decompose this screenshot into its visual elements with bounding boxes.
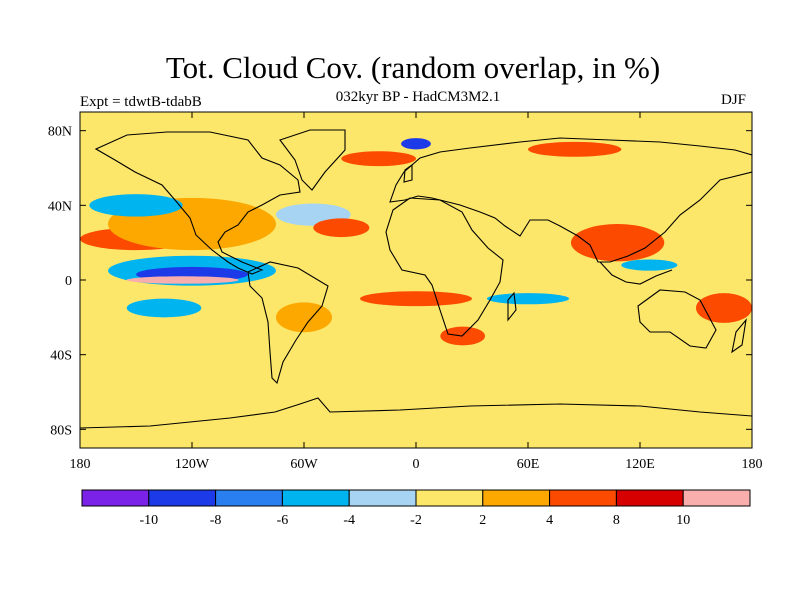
anomaly-region-14 [696, 293, 752, 323]
colorbar-swatch-5 [415, 489, 484, 507]
y-tick-label-0: 80N [48, 125, 72, 140]
australia-coastline [637, 289, 717, 349]
anomaly-region-11 [486, 293, 570, 305]
y-tick-label-2: 0 [65, 274, 72, 289]
colorbar-label-2: -6 [277, 513, 289, 528]
anomaly-region-2 [89, 194, 183, 217]
anomaly-region-13 [621, 259, 678, 271]
x-tick-label-0: 180 [70, 457, 91, 472]
colorbar-swatch-9 [682, 489, 751, 507]
colorbar-label-0: -10 [139, 513, 158, 528]
colorbar-swatch-1 [148, 489, 217, 507]
new-zealand-coastline [731, 318, 747, 354]
season-label: DJF [721, 92, 747, 108]
maritime-continent-coastline [599, 261, 673, 285]
colorbar-swatch-8 [615, 489, 684, 507]
x-tick-label-6: 180 [742, 457, 763, 472]
anomaly-region-5 [126, 276, 239, 284]
colorbar-label-3: -4 [343, 513, 355, 528]
map-title: Tot. Cloud Cov. (random overlap, in %) [165, 50, 661, 85]
colorbar-label-5: 2 [479, 513, 486, 528]
anomaly-region-18 [528, 141, 622, 157]
x-tick-label-4: 60E [517, 457, 540, 472]
y-tick-label-4: 80S [50, 423, 72, 438]
colorbar-swatch-6 [482, 489, 551, 507]
colorbar-label-4: -2 [410, 513, 422, 528]
south-america-coastline [247, 261, 329, 385]
colorbar-label-7: 8 [613, 513, 620, 528]
colorbar-swatch-4 [348, 489, 417, 507]
antarctica-coastline [80, 397, 752, 429]
anomaly-region-12 [570, 224, 665, 262]
y-tick-label-3: 40S [50, 349, 72, 364]
coastlines [80, 129, 752, 429]
greenland-coastline [279, 129, 346, 191]
x-tick-label-3: 0 [413, 457, 420, 472]
colorbar-swatch-2 [215, 489, 283, 507]
x-tick-label-5: 120E [625, 457, 655, 472]
anomaly-region-15 [126, 298, 202, 318]
anomaly-region-16 [401, 138, 431, 150]
colorbar: -10 -8 -6 -4 -2 2 4 8 10 [81, 489, 751, 528]
colorbar-label-8: 10 [676, 513, 690, 528]
north-america-coastline [94, 131, 301, 275]
colorbar-swatch-3 [281, 489, 350, 507]
colorbar-swatch-7 [549, 489, 617, 507]
map-subtitle: 032kyr BP - HadCM3M2.1 [335, 89, 501, 105]
madagascar-coastline [507, 291, 517, 322]
axis-ticks: 180 120W 60W 0 60E 120E 180 80N 40N 0 40S 80S [48, 112, 763, 472]
british-isles-coastline [403, 163, 413, 183]
y-tick-label-1: 40N [48, 199, 72, 214]
x-tick-label-1: 120W [175, 457, 210, 472]
x-tick-label-2: 60W [290, 457, 318, 472]
colorbar-label-6: 4 [546, 513, 553, 528]
colorbar-label-1: -8 [210, 513, 222, 528]
africa-coastline [385, 197, 504, 337]
experiment-label: Expt = tdwtB-tdabB [80, 94, 202, 110]
anomaly-region-7 [313, 218, 370, 238]
anomaly-region-8 [360, 291, 472, 307]
colorbar-swatch-0 [81, 489, 150, 507]
eurasia-coastline [389, 137, 752, 263]
anomaly-region-17 [341, 151, 416, 167]
